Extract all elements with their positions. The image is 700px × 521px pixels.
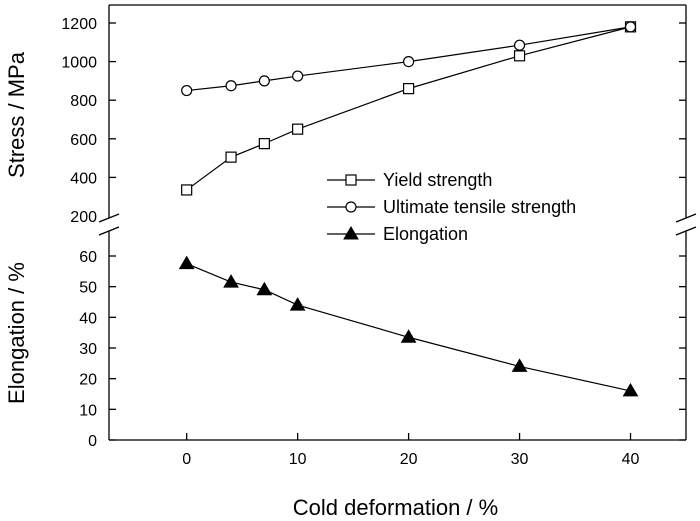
y-tick-label: 200 bbox=[70, 209, 97, 226]
elongation-point bbox=[511, 358, 528, 372]
y-tick-label: 30 bbox=[79, 341, 97, 358]
elongation-point bbox=[256, 281, 273, 296]
legend-label-yield-strength: Yield strength bbox=[383, 170, 492, 190]
legend: Yield strength Ultimate tensile strength E… bbox=[327, 170, 576, 244]
axis-break-mark-left-upper bbox=[98, 213, 120, 223]
yield-strength-point bbox=[513, 50, 526, 62]
y-tick-label: 1200 bbox=[61, 16, 97, 33]
ultimate-tensile-strength-point bbox=[258, 75, 270, 87]
y-tick-label: 10 bbox=[79, 402, 97, 419]
yield-strength-point bbox=[225, 151, 237, 163]
stress-axis-label: Stress / MPa bbox=[4, 51, 29, 178]
yield-strength-point bbox=[402, 83, 415, 95]
elongation-point bbox=[223, 274, 239, 288]
axis-break-mark-left-lower bbox=[98, 226, 120, 236]
elongation-point bbox=[622, 382, 639, 397]
y-tick-label: 60 bbox=[79, 249, 97, 266]
y-tick-label: 600 bbox=[70, 132, 97, 149]
y-tick-label: 1000 bbox=[61, 55, 97, 72]
yield-strength-point bbox=[292, 123, 304, 135]
ultimate-tensile-strength-point bbox=[624, 21, 637, 33]
ultimate-tensile-strength-point bbox=[225, 80, 237, 92]
x-tick-label: 20 bbox=[400, 451, 418, 468]
plot-frame bbox=[98, 4, 697, 441]
y-tick-label: 800 bbox=[70, 93, 97, 110]
x-tick-label: 10 bbox=[289, 451, 307, 468]
x-tick-label: 40 bbox=[622, 451, 640, 468]
legend-marker-elongation bbox=[343, 226, 359, 240]
ultimate-tensile-strength-point bbox=[292, 70, 304, 82]
elongation-point bbox=[400, 329, 417, 343]
elongation-axis-label: Elongation / % bbox=[4, 262, 29, 404]
y-tick-label: 50 bbox=[79, 280, 97, 297]
ultimate-tensile-strength-point bbox=[402, 55, 415, 68]
ultimate-tensile-strength-point bbox=[181, 84, 193, 97]
x-axis: 0 10 20 30 40 bbox=[182, 433, 640, 468]
stress-y-axis: 200 400 600 800 1000 1200 bbox=[61, 16, 686, 226]
yield-strength-point bbox=[181, 184, 193, 196]
y-tick-label: 0 bbox=[88, 433, 97, 450]
legend-marker-yield-strength bbox=[345, 174, 357, 186]
axis-break-mark-right-upper bbox=[675, 213, 697, 223]
legend-marker-ultimate-tensile-strength bbox=[345, 201, 357, 213]
ultimate-tensile-strength-point bbox=[513, 39, 526, 51]
yield-strength-line bbox=[186, 26, 631, 191]
elongation-line bbox=[186, 263, 631, 392]
x-axis-label: Cold deformation / % bbox=[293, 495, 498, 520]
legend-label-elongation: Elongation bbox=[383, 224, 468, 244]
elongation-point bbox=[178, 255, 195, 270]
x-tick-label: 0 bbox=[182, 451, 191, 468]
axis-break-mark-right-lower bbox=[675, 226, 697, 236]
x-tick-label: 30 bbox=[511, 451, 529, 468]
legend-label-ultimate-tensile-strength: Ultimate tensile strength bbox=[383, 197, 576, 217]
y-tick-label: 20 bbox=[79, 372, 97, 389]
elongation-y-axis: 0 10 20 30 40 50 60 bbox=[79, 249, 686, 450]
y-tick-label: 400 bbox=[70, 170, 97, 187]
series-group bbox=[178, 21, 639, 397]
y-tick-label: 40 bbox=[79, 310, 97, 327]
yield-strength-point bbox=[258, 138, 270, 150]
elongation-point bbox=[289, 297, 306, 311]
